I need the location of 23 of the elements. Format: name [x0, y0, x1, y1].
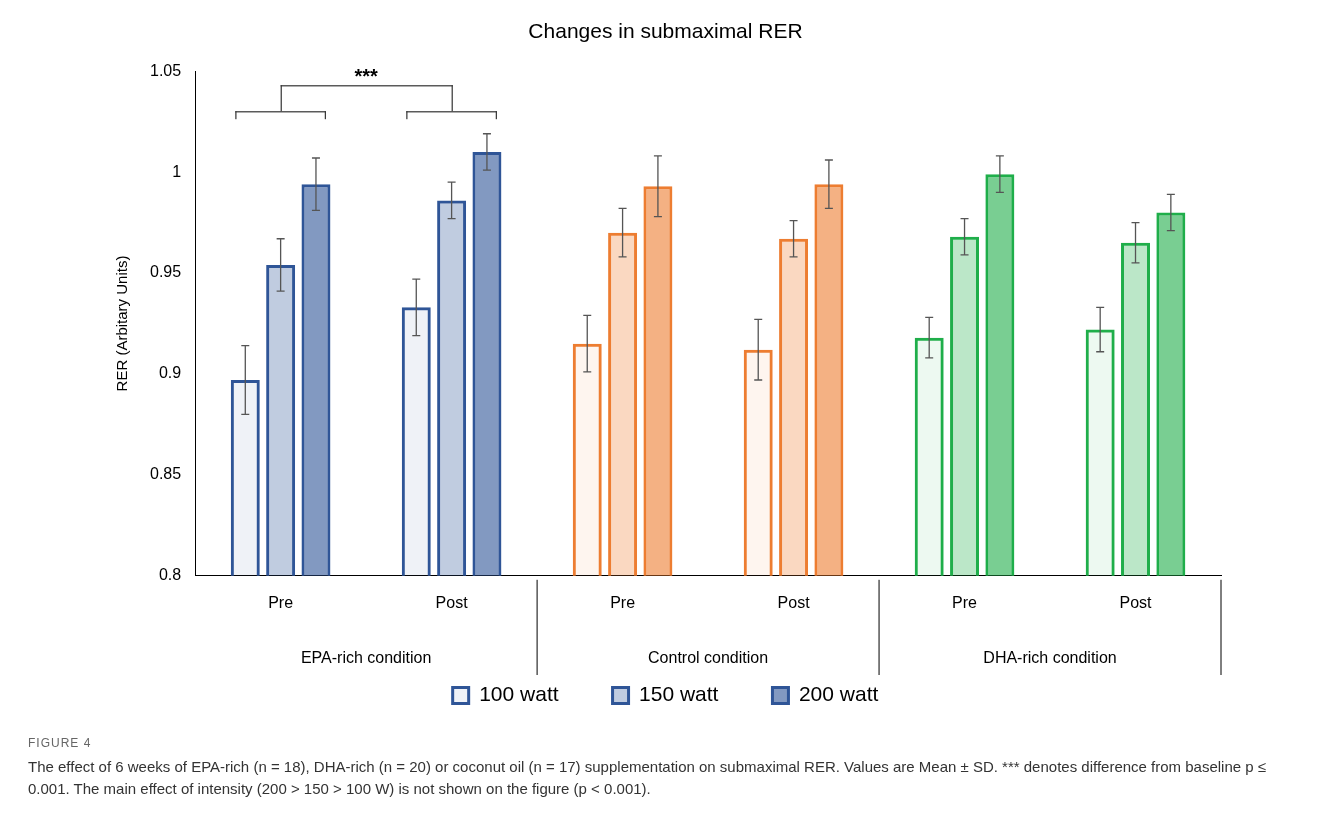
x-tick-label: Pre	[952, 593, 978, 611]
caption: FIGURE 4	[28, 735, 93, 752]
legend-label: 200 watt	[798, 682, 879, 706]
text: The effect of 6 weeks of EPA-rich (n = 18), DHA-rich (n = 20) or coconut oil (n = 17) supplementation on submaximal RER. Values are Mean ± SD. *** denotes difference from baseline p ≤ 0.001. The main effect of intensity (200 > 150 > 100 W) is not shown on the figure (p < 0.001).	[28, 757, 1268, 799]
text: Control condition	[648, 649, 769, 667]
y-tick-label: 1.05	[150, 61, 182, 79]
y-tick-label: 0.9	[158, 364, 182, 382]
x-tick-label: Post	[777, 593, 811, 611]
y-axis-title: RER (Arbitary Units)	[113, 255, 131, 392]
x-tick-label: Pre	[610, 593, 636, 611]
x-tick-label: Post	[1119, 593, 1153, 611]
y-tick-label: 0.85	[150, 465, 182, 483]
chart-title: Changes in submaximal RER	[528, 19, 803, 43]
text: DHA-rich condition	[983, 649, 1117, 667]
y-tick-label: 1	[172, 162, 182, 180]
y-tick-label: 0.95	[150, 263, 182, 281]
legend-label: 100 watt	[479, 682, 559, 706]
x-tick-label: Pre	[268, 593, 294, 611]
x-tick-label: Post	[435, 593, 469, 611]
text: EPA-rich condition	[300, 649, 432, 667]
y-tick-label: 0.8	[158, 566, 182, 584]
legend-label: 150 watt	[639, 682, 719, 706]
annotation: ***	[354, 64, 378, 87]
